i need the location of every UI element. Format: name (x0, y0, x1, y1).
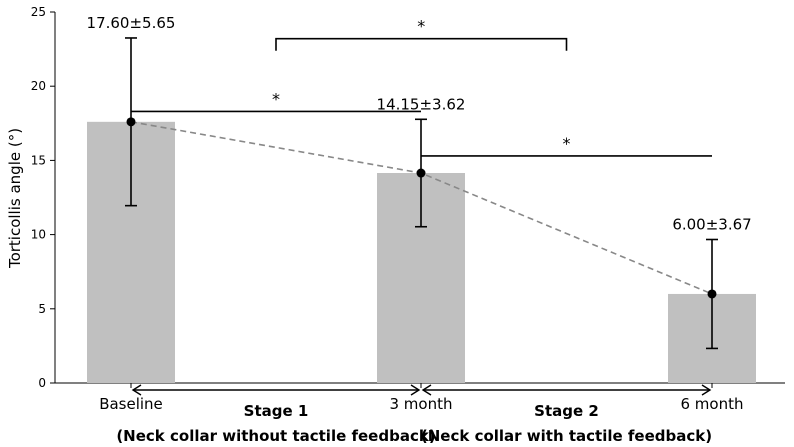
y-tick-label: 10 (31, 228, 46, 242)
axes: 0 5 10 15 20 25 Baseline 3 month 6 month (31, 5, 785, 413)
data-point (707, 289, 717, 299)
data-point (126, 117, 136, 127)
y-tick-label: 5 (38, 302, 46, 316)
data-label: 14.15±3.62 (377, 95, 466, 113)
significance-star: * (417, 17, 425, 36)
stage-label: Stage 2 (534, 402, 599, 420)
y-tick-label: 15 (31, 153, 46, 167)
significance-bracket (275, 37, 568, 51)
y-tick-label: 25 (31, 5, 46, 19)
stage-arrowhead-right (410, 384, 421, 396)
x-tick-label: 6 month (681, 395, 744, 413)
significance-star: * (272, 89, 280, 108)
stage-label: Stage 1 (244, 402, 309, 420)
stage-arrowhead-left (421, 384, 432, 396)
data-label: 17.60±5.65 (87, 14, 176, 32)
value-labels: 17.60±5.65 14.15±3.62 6.00±3.67 (87, 14, 752, 234)
x-tick-label: 3 month (390, 395, 453, 413)
mean-points (126, 117, 717, 299)
stage-annotations: Stage 1 (Neck collar without tactile feed… (116, 384, 712, 445)
stage-description: (Neck collar with tactile feedback) (421, 427, 712, 445)
stage-arrowhead-left (131, 384, 142, 396)
significance-star: * (563, 134, 571, 153)
stage-arrowhead-right (701, 384, 712, 396)
y-tick-label: 20 (31, 79, 46, 93)
stage-description: (Neck collar without tactile feedback) (116, 427, 435, 445)
data-point (416, 168, 426, 178)
y-tick-label: 0 (38, 376, 46, 390)
y-axis-label: Torticollis angle (°) (6, 128, 24, 269)
significance-brackets: * * * (131, 17, 712, 157)
data-label: 6.00±3.67 (672, 215, 751, 233)
x-tick-label: Baseline (99, 395, 163, 413)
